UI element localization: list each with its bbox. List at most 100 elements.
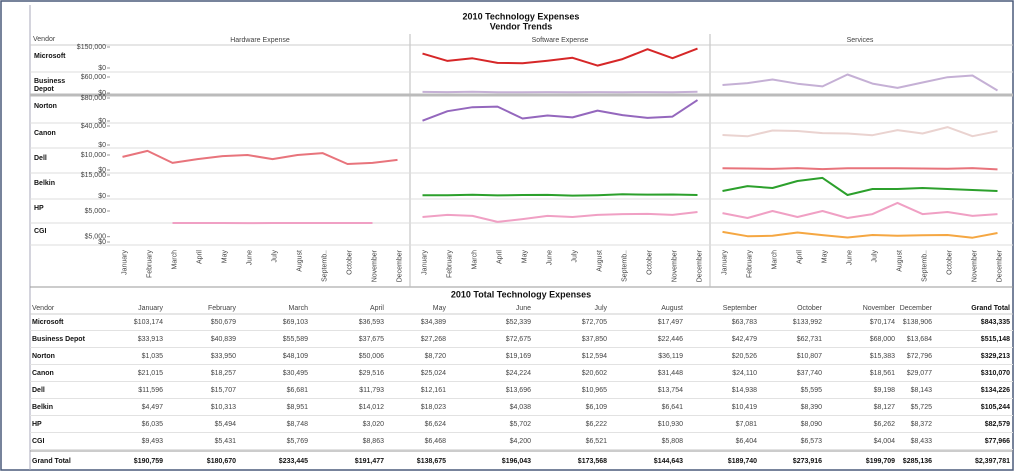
table-cell: $29,077 xyxy=(907,370,932,377)
y-tick-label: $0 xyxy=(98,118,106,125)
table-cell: $33,950 xyxy=(211,353,236,360)
table-cell: $8,863 xyxy=(363,438,385,445)
x-tick-label: January xyxy=(421,250,428,275)
table-cell: $13,754 xyxy=(658,387,683,394)
table-cell: $68,000 xyxy=(870,336,895,343)
x-tick-label: June xyxy=(246,250,253,265)
table-cell: $63,783 xyxy=(732,319,757,326)
table-cell: $72,675 xyxy=(506,336,531,343)
table-cell: $310,070 xyxy=(981,370,1010,377)
table-cell: $17,497 xyxy=(658,319,683,326)
x-tick-label: Septemb.. xyxy=(921,250,928,282)
x-tick-label: July xyxy=(571,250,578,263)
x-tick-label: May xyxy=(821,250,828,264)
table-cell: $15,383 xyxy=(870,353,895,360)
table-cell: $72,705 xyxy=(582,319,607,326)
table-cell: $5,808 xyxy=(662,438,684,445)
x-tick-label: August xyxy=(896,250,903,272)
y-tick-label: $0 xyxy=(98,167,106,174)
table-cell: $14,012 xyxy=(359,404,384,411)
x-tick-label: Septemb.. xyxy=(621,250,628,282)
table-cell: $82,579 xyxy=(985,421,1010,428)
column-header: March xyxy=(289,305,309,312)
trend-line xyxy=(722,176,998,196)
row-label: Belkin xyxy=(34,180,56,187)
table-cell: $285,136 xyxy=(903,458,932,465)
row-label: Norton xyxy=(34,103,57,110)
table-cell: $13,696 xyxy=(506,387,531,394)
trend-line xyxy=(422,90,698,94)
column-header: January xyxy=(138,305,163,312)
table-cell: $10,313 xyxy=(211,404,236,411)
x-tick-label: August xyxy=(296,250,303,272)
table-cell: $6,681 xyxy=(287,387,309,394)
table-cell: $20,602 xyxy=(582,370,607,377)
x-tick-label: October xyxy=(646,249,653,275)
table-cell: $40,839 xyxy=(211,336,236,343)
trend-line xyxy=(722,201,998,219)
x-tick-label: November xyxy=(971,249,978,282)
table-cell: $8,143 xyxy=(911,387,933,394)
row-label: Dell xyxy=(34,154,47,162)
table-cell: $21,015 xyxy=(138,370,163,377)
table-cell: $62,731 xyxy=(797,336,822,343)
row-label: Microsoft xyxy=(34,52,66,60)
table-cell: $9,493 xyxy=(142,438,164,445)
x-tick-label: December xyxy=(696,249,703,282)
table-cell: $5,595 xyxy=(801,387,823,394)
x-tick-label: April xyxy=(496,250,503,264)
table-cell: $4,004 xyxy=(874,438,896,445)
table-cell: $6,468 xyxy=(425,438,447,445)
table-cell: $18,257 xyxy=(211,370,236,377)
table-cell: $199,709 xyxy=(866,458,895,465)
x-tick-label: May xyxy=(521,250,528,264)
table-cell: $8,127 xyxy=(874,404,896,411)
column-header: September xyxy=(723,305,758,312)
table-cell: $37,850 xyxy=(582,336,607,343)
x-tick-label: June xyxy=(546,250,553,265)
table-cell: $25,024 xyxy=(421,370,446,377)
x-tick-label: October xyxy=(346,249,353,275)
table-cell: $8,372 xyxy=(911,421,933,428)
table-cell: $29,516 xyxy=(359,370,384,377)
table-cell: $14,938 xyxy=(732,387,757,394)
x-tick-label: April xyxy=(196,250,203,264)
table-cell: $24,224 xyxy=(506,370,531,377)
table-cell: $42,479 xyxy=(732,336,757,343)
table-cell: $8,748 xyxy=(287,421,309,428)
table-cell: $34,389 xyxy=(421,319,446,326)
table-cell: $6,222 xyxy=(586,421,608,428)
table-cell: $7,081 xyxy=(736,421,758,428)
column-header: Vendor xyxy=(32,305,55,312)
trend-line xyxy=(422,193,698,197)
row-label: Business Depot xyxy=(32,336,86,343)
column-header: November xyxy=(863,305,896,312)
row-label: CGI xyxy=(32,438,45,445)
table-cell: $180,670 xyxy=(207,458,236,465)
table-cell: $134,226 xyxy=(981,387,1010,394)
table-cell: $12,161 xyxy=(421,387,446,394)
table-cell: $9,198 xyxy=(874,387,896,394)
chart-subtitle: Vendor Trends xyxy=(490,21,553,31)
table-cell: $15,707 xyxy=(211,387,236,394)
column-header: August xyxy=(661,305,683,312)
column-header: July xyxy=(595,305,608,312)
x-tick-label: July xyxy=(871,250,878,263)
table-cell: $36,593 xyxy=(359,319,384,326)
table-cell: $6,035 xyxy=(142,421,164,428)
panel-header: Hardware Expense xyxy=(230,37,290,44)
trend-line xyxy=(722,167,998,171)
table-cell: $50,006 xyxy=(359,353,384,360)
table-cell: $190,759 xyxy=(134,458,163,465)
y-tick-label: $5,000 xyxy=(85,208,107,215)
y-tick-label: $10,000 xyxy=(81,152,106,159)
trend-line xyxy=(422,99,699,122)
table-cell: $55,589 xyxy=(283,336,308,343)
x-tick-label: November xyxy=(671,249,678,282)
table-cell: $5,769 xyxy=(287,438,309,445)
table-cell: $196,043 xyxy=(502,458,531,465)
row-label: Grand Total xyxy=(32,458,71,465)
table-cell: $20,526 xyxy=(732,353,757,360)
y-tick-label: $0 xyxy=(98,65,106,72)
